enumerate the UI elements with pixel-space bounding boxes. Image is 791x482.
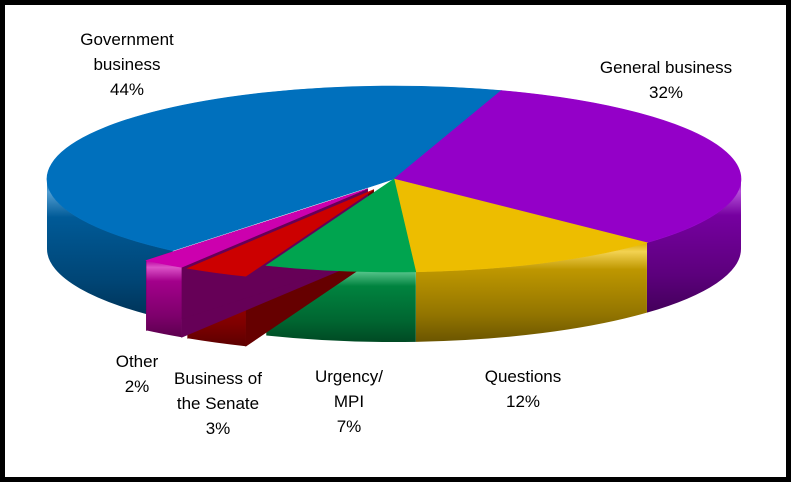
pie-slice-business-of-the-senate-top <box>186 189 374 277</box>
slice-label-urgency-mpi: Urgency/ MPI 7% <box>314 367 384 436</box>
slice-label-business-of-the-senate: Business of the Senate 3% <box>174 369 262 438</box>
slice-label-general-business: General business 32% <box>599 58 733 102</box>
pie-slice-general-business-wall <box>646 179 741 313</box>
pie-slice-general-business-top <box>393 90 742 243</box>
pie-slice-other-top <box>145 188 368 268</box>
pie-slice-questions-top <box>393 178 649 273</box>
slice-label-government-business: Government business 44% <box>80 30 174 99</box>
pie-slice-questions-wall <box>415 242 647 342</box>
pie-slice-government-business-wall <box>46 179 173 321</box>
pie-slice-government-business-top <box>46 85 502 251</box>
pie-slice-urgency-mpi-top <box>265 178 417 273</box>
slice-label-questions: Questions 12% <box>484 367 562 411</box>
slice-label-other: Other 2% <box>115 352 159 396</box>
pie-slice-other-wall <box>146 260 182 338</box>
